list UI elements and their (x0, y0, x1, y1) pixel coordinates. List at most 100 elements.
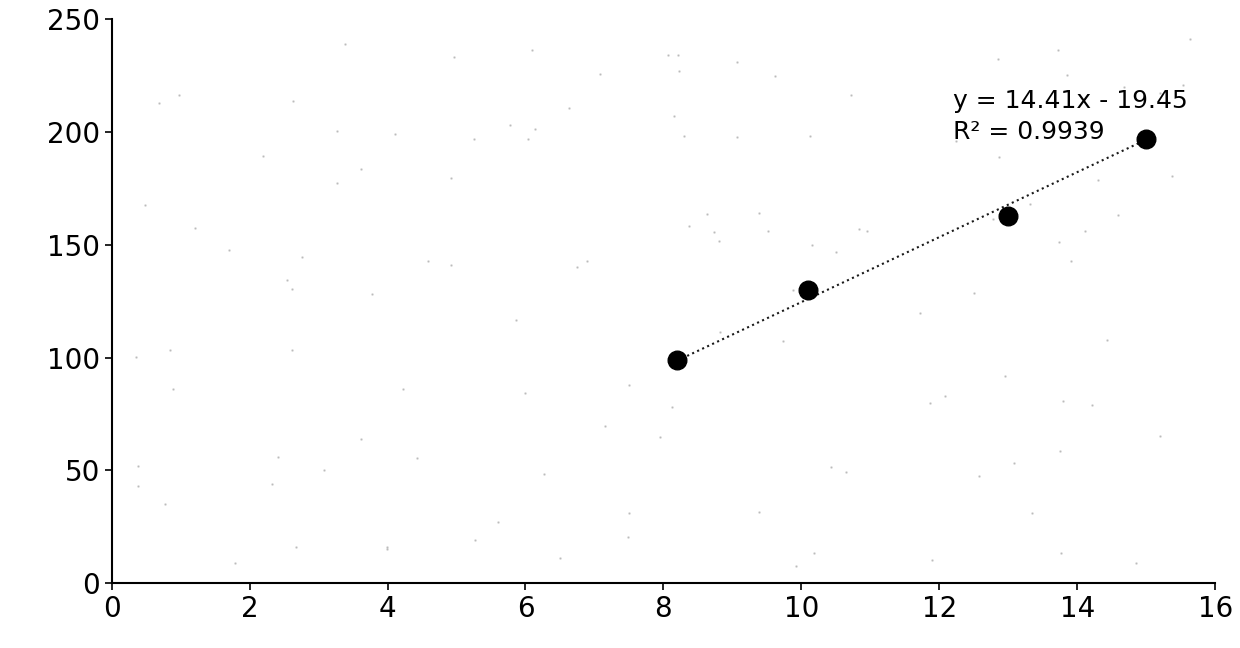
Point (314, 465, 334, 475)
Point (377, 541, 397, 551)
Point (386, 129, 405, 139)
Point (1021, 199, 1040, 209)
Point (515, 388, 534, 398)
Point (802, 240, 822, 250)
Point (998, 211, 1018, 221)
Point (185, 222, 205, 233)
Point (489, 516, 508, 527)
Point (784, 284, 804, 295)
Point (728, 132, 748, 142)
Point (465, 535, 485, 546)
Point (351, 434, 371, 444)
Point (135, 200, 155, 210)
Point (155, 498, 175, 509)
Point (253, 150, 273, 161)
Point (169, 90, 188, 100)
Point (1162, 170, 1182, 181)
Point (799, 285, 818, 295)
Point (800, 132, 820, 142)
Point (668, 50, 688, 60)
Point (128, 461, 148, 471)
Point (773, 336, 792, 347)
Point (749, 208, 769, 218)
Point (1151, 431, 1171, 441)
Point (549, 553, 569, 563)
Point (826, 247, 846, 257)
Point (1089, 175, 1109, 185)
Point (407, 453, 427, 463)
Point (786, 561, 806, 572)
Point (1114, 82, 1133, 92)
Point (994, 371, 1014, 381)
Point (848, 224, 868, 235)
Point (791, 286, 811, 296)
Point (709, 236, 729, 246)
Point (697, 209, 717, 220)
Point (620, 380, 640, 391)
Point (526, 124, 546, 135)
Point (1004, 458, 1024, 469)
Point (518, 134, 538, 145)
Point (126, 352, 146, 362)
Point (662, 402, 682, 412)
Point (804, 548, 823, 558)
Point (658, 49, 678, 60)
Point (758, 226, 777, 237)
Point (351, 164, 371, 174)
Point (923, 555, 942, 565)
Point (286, 541, 306, 551)
Point (327, 126, 347, 137)
Point (1096, 334, 1116, 345)
Point (500, 119, 520, 130)
Point (327, 178, 347, 188)
Point (362, 289, 382, 299)
Point (336, 39, 356, 49)
Point (506, 315, 526, 325)
Point (704, 227, 724, 237)
Point (281, 345, 301, 355)
Point (162, 384, 182, 395)
Point (920, 398, 940, 408)
Point (1173, 80, 1193, 90)
Point (821, 461, 841, 472)
Point (935, 391, 955, 401)
Point (650, 432, 670, 443)
Point (522, 45, 542, 56)
Point (1126, 557, 1146, 568)
Point (441, 173, 461, 183)
Point (283, 96, 303, 106)
Point (619, 507, 639, 518)
Point (1109, 210, 1128, 220)
Point (219, 244, 239, 255)
Point (595, 421, 615, 431)
Point (1083, 400, 1102, 410)
Point (1050, 445, 1070, 456)
Point (226, 558, 246, 568)
Point (283, 283, 303, 294)
Point (965, 288, 985, 298)
Point (268, 452, 288, 462)
Point (836, 467, 856, 477)
Point (293, 252, 312, 262)
Point (910, 308, 930, 318)
Point (418, 256, 438, 266)
Point (1053, 395, 1073, 406)
Point (590, 69, 610, 80)
Point (983, 214, 1003, 224)
Point (160, 344, 180, 354)
Point (990, 152, 1009, 163)
Point (377, 544, 397, 554)
Point (465, 133, 485, 144)
Point (673, 130, 693, 141)
Point (749, 507, 769, 518)
Point (988, 53, 1008, 64)
Point (1075, 226, 1095, 237)
Point (841, 90, 861, 100)
Point (728, 57, 748, 67)
Point (578, 256, 598, 266)
Point (262, 478, 281, 489)
Point (711, 327, 730, 337)
Point (968, 471, 988, 481)
Point (670, 65, 689, 76)
Point (765, 71, 785, 81)
